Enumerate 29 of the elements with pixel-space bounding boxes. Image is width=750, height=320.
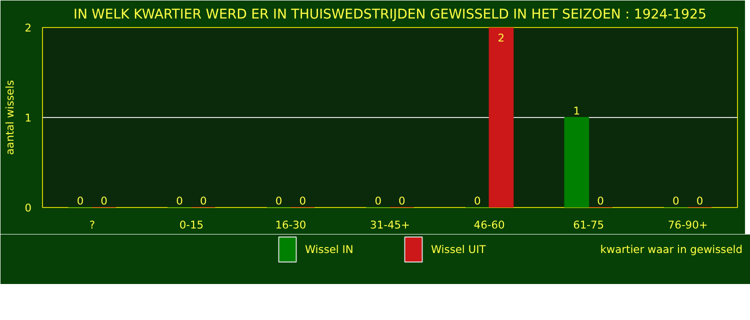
x-tick-label: 76-90+ [668, 218, 708, 232]
y-tick-label: 0 [24, 202, 32, 214]
data-label: 0 [200, 194, 207, 208]
x-tick-label: ? [89, 218, 95, 232]
y-tick-label: 2 [24, 22, 32, 34]
data-label: 0 [374, 194, 382, 208]
data-label: 0 [299, 194, 306, 208]
legend-label: Wissel IN [305, 243, 354, 256]
data-label: 1 [573, 104, 580, 118]
chart-title: IN WELK KWARTIER WERD ER IN THUISWEDSTRIJDEN GEWISSELD IN HET SEIZOEN : 1924-1925 [74, 8, 706, 22]
data-label: 0 [474, 194, 481, 208]
x-tick-label: 61-75 [573, 218, 604, 232]
data-label: 0 [176, 194, 184, 208]
data-label: 0 [398, 194, 406, 208]
data-label: 0 [100, 194, 108, 208]
data-label: 2 [498, 32, 505, 44]
data-label: 0 [76, 194, 84, 208]
data-label: 0 [696, 194, 704, 208]
data-label: 0 [597, 194, 604, 208]
data-label: 0 [275, 194, 282, 208]
data-label: 0 [672, 194, 680, 208]
x-tick-label: 46-60 [474, 218, 505, 232]
x-tick-label: 31-45+ [370, 218, 410, 232]
legend-label: Wissel UIT [431, 243, 486, 256]
x-axis-title: kwartier waar in gewisseld [600, 243, 743, 256]
y-axis-title: aantal wissels [4, 80, 17, 155]
y-tick-label: 1 [24, 112, 32, 124]
x-tick-label: 0-15 [179, 218, 204, 232]
x-tick-label: 16-30 [275, 218, 306, 232]
